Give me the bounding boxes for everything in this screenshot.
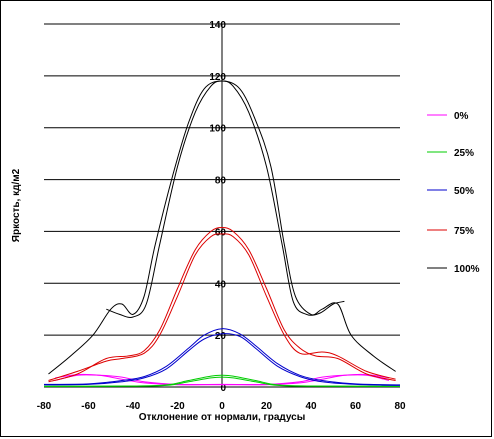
series-line-2-0	[43, 328, 401, 386]
series-line-0-1	[55, 373, 389, 386]
x-tick-label: 60	[350, 401, 362, 412]
y-axis-title: Яркость, кд/м2	[11, 168, 22, 242]
y-tick-labels: 0 20 40 60 80 100 120 140	[209, 20, 226, 394]
y-tick-label: 140	[209, 20, 226, 31]
x-tick-label: -40	[126, 401, 141, 412]
legend-label: 25%	[454, 148, 474, 159]
legend: 0% 25% 50% 75% 100%	[427, 111, 480, 275]
x-tick-label: 20	[261, 401, 273, 412]
y-tick-label: 80	[215, 176, 227, 187]
y-tick-label: 60	[215, 227, 227, 238]
x-axis-title: Отклонение от нормали, градусы	[139, 412, 306, 423]
series-line-4-1	[106, 80, 345, 318]
series-line-2-1	[43, 333, 401, 386]
y-tick-label: 100	[209, 124, 226, 135]
x-tick-label: 80	[394, 401, 406, 412]
x-tick-label: -60	[81, 401, 96, 412]
x-tick-label: 0	[219, 401, 225, 412]
y-tick-label: 40	[215, 279, 227, 290]
series-line-3-1	[48, 233, 396, 381]
y-tick-label: 120	[209, 72, 226, 83]
series-lines	[43, 80, 401, 387]
x-tick-labels: -80 -60 -40 -20 0 20 40 60 80	[37, 401, 406, 412]
legend-label: 50%	[454, 186, 474, 197]
legend-label: 75%	[454, 226, 474, 237]
x-tick-label: -80	[37, 401, 52, 412]
x-tick-label: 40	[305, 401, 317, 412]
legend-label: 100%	[454, 264, 480, 275]
series-line-1-1	[43, 376, 401, 387]
grid	[44, 23, 400, 388]
y-tick-label: 20	[215, 331, 227, 342]
series-line-3-0	[48, 226, 396, 383]
y-tick-label: 0	[220, 383, 226, 394]
legend-label: 0%	[454, 111, 469, 122]
x-tick-label: -20	[170, 401, 185, 412]
